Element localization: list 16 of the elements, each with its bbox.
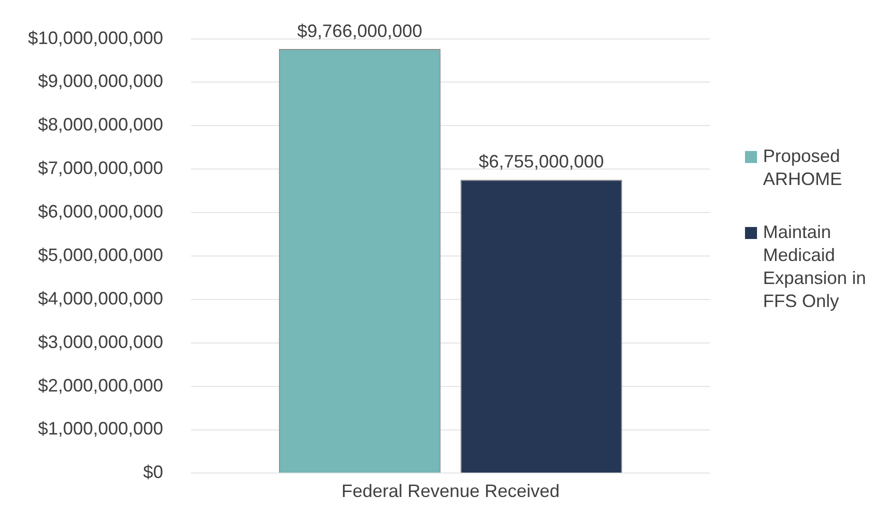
y-tick-label: $2,000,000,000: [38, 375, 164, 396]
y-tick-label: $5,000,000,000: [38, 244, 164, 265]
y-tick-label: $4,000,000,000: [38, 288, 164, 308]
y-tick-label: $6,000,000,000: [38, 202, 164, 222]
y-tick-label: $3,000,000,000: [38, 332, 164, 352]
y-tick-label: $0: [143, 462, 164, 482]
y-tick-label: $10,000,000,000: [28, 28, 164, 48]
y-tick-label: $7,000,000,000: [38, 158, 164, 178]
legend-label: Proposed ARHOME: [763, 145, 844, 191]
data-label: $9,766,000,000: [297, 20, 422, 41]
y-tick-label: $1,000,000,000: [38, 418, 164, 439]
y-tick-label: $8,000,000,000: [38, 114, 164, 135]
x-tick-label: Federal Revenue Received: [341, 480, 560, 501]
legend-label: Maintain Medicaid Expansion in FFS Only: [763, 221, 868, 313]
data-label: $6,755,000,000: [478, 152, 604, 172]
y-tick-label: $9,000,000,000: [38, 71, 164, 92]
